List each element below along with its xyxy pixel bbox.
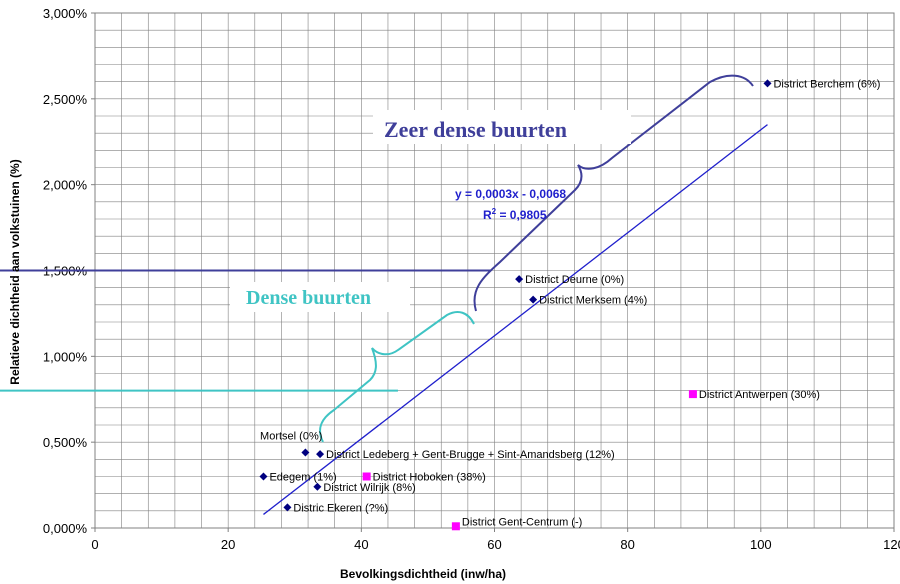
trendline-equation: y = 0,0003x - 0,0068 [455,187,566,201]
y-axis-title: Relatieve dichtheid aan volkstuinen (%) [8,159,22,384]
reference-lines [0,269,492,392]
data-point-marker [316,450,325,459]
data-point-label: Mortsel (0%) [260,430,322,442]
trendline [263,124,768,515]
data-point-label: District Hoboken (38%) [373,472,486,484]
data-point-label: District Ledeberg + Gent-Brugge + Sint-A… [326,449,615,461]
brace-dense [319,311,475,443]
x-tick-label: 120 [883,537,900,552]
data-point-marker [259,472,268,481]
annotation-bg-zeer-dense [373,110,631,144]
annotation-dense-buurten: Dense buurten [246,287,371,309]
annotation-bg-dense [230,282,410,312]
trendline-line [263,124,768,515]
y-tick-label: 0,000% [43,521,88,536]
data-point-marker [451,522,460,531]
data-point-label: Edegem (1%) [269,472,336,484]
y-tick-label: 2,500% [43,92,88,107]
data-point-marker [301,448,310,457]
annotation-zeer-dense-buurten: Zeer dense buurten [384,117,567,142]
data-point-label: District Deurne (0%) [525,274,624,286]
data-point-label: District Wilrijk (8%) [323,482,415,494]
data-point-marker [529,295,538,304]
data-point-label: District Gent-Centrum (-) [462,516,582,528]
y-tick-label: 3,000% [43,6,88,21]
brace-zeer-dense [473,74,754,312]
annotation-braces [319,74,754,443]
data-point-marker [688,390,697,399]
data-point-label: District Antwerpen (30%) [699,389,820,401]
data-point-marker [283,503,292,512]
x-tick-label: 80 [620,537,634,552]
x-tick-label: 20 [221,537,235,552]
data-point-marker [362,472,371,481]
data-labels: District Berchem (6%) District Deurne (0%… [260,78,880,528]
x-tick-label: 100 [750,537,772,552]
data-point-marker [313,482,322,491]
x-tick-label: 0 [91,537,98,552]
data-point-marker [763,79,772,88]
x-tick-label: 40 [354,537,368,552]
data-points [259,79,772,531]
data-point-marker [515,275,524,284]
y-tick-label: 2,000% [43,178,88,193]
y-tick-label: 1,000% [43,349,88,364]
data-point-label: District Merksem (4%) [539,295,647,307]
y-tick-label: 0,500% [43,435,88,450]
x-axis-title: Bevolkingsdichtheid (inw/ha) [340,567,506,581]
data-point-label: Distric Ekeren (?%) [293,502,388,514]
trendline-r-squared: R2 = 0,9805 [483,207,547,222]
x-tick-label: 60 [487,537,501,552]
data-point-label: District Berchem (6%) [773,78,880,90]
